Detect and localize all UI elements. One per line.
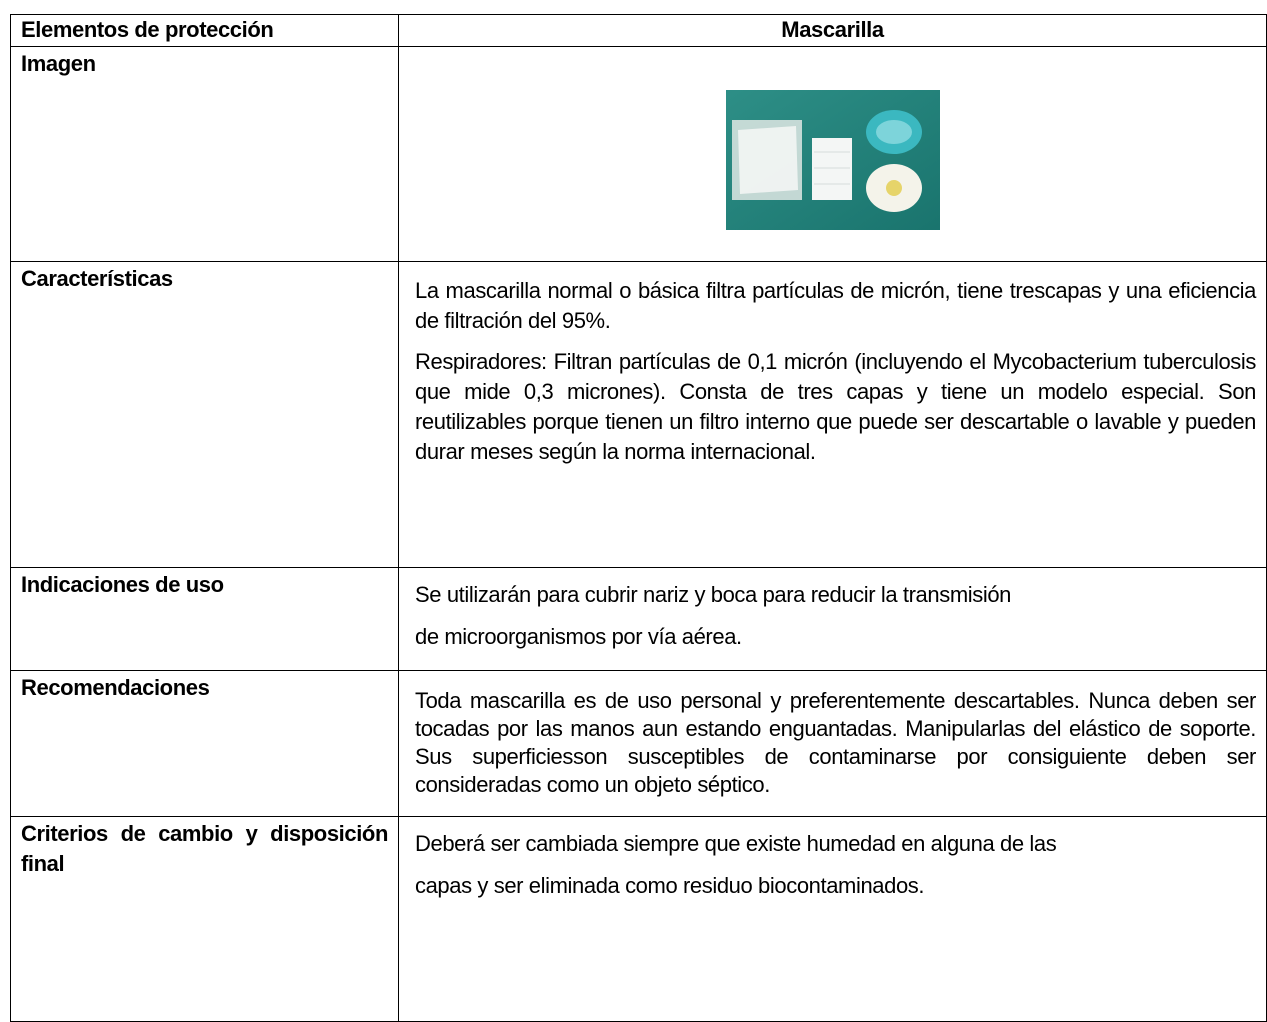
text-line: Deberá ser cambiada siempre que existe h… bbox=[415, 831, 1057, 856]
paragraph: Respiradores: Filtran partículas de 0,1 … bbox=[415, 349, 1256, 464]
header-cell: Elementos de protección bbox=[10, 14, 399, 47]
row-label: Indicaciones de uso bbox=[10, 567, 399, 671]
row-content: La mascarilla normal o básica filtra par… bbox=[398, 261, 1267, 568]
ppe-table: Elementos de protección Mascarilla Image… bbox=[10, 14, 1267, 1022]
row-label: Características bbox=[10, 261, 399, 568]
image-cell bbox=[398, 46, 1267, 262]
mask-photo bbox=[725, 90, 940, 230]
row: Imagen bbox=[10, 46, 1267, 262]
row-content: Se utilizarán para cubrir nariz y boca p… bbox=[398, 567, 1267, 671]
row-label: Imagen bbox=[10, 46, 399, 262]
row-content: Deberá ser cambiada siempre que existe h… bbox=[398, 816, 1267, 1022]
row-content: Toda mascarilla es de uso personal y pre… bbox=[398, 670, 1267, 817]
text-line: capas y ser eliminada como residuo bioco… bbox=[415, 873, 925, 898]
row: Características La mascarilla normal o b… bbox=[10, 261, 1267, 568]
text-line: Se utilizarán para cubrir nariz y boca p… bbox=[415, 582, 1011, 607]
row: Indicaciones de uso Se utilizarán para c… bbox=[10, 567, 1267, 671]
row: Criterios de cambio y disposición final … bbox=[10, 816, 1267, 1022]
row: Recomendaciones Toda mascarilla es de us… bbox=[10, 670, 1267, 817]
paragraph: Toda mascarilla es de uso personal y pre… bbox=[415, 688, 1256, 797]
header-row: Elementos de protección Mascarilla bbox=[10, 14, 1267, 47]
text-line: de microorganismos por vía aérea. bbox=[415, 624, 742, 649]
row-label: Criterios de cambio y disposición final bbox=[10, 816, 399, 1022]
paragraph: La mascarilla normal o básica filtra par… bbox=[415, 278, 1256, 333]
row-label: Recomendaciones bbox=[10, 670, 399, 817]
header-cell: Mascarilla bbox=[398, 14, 1267, 47]
